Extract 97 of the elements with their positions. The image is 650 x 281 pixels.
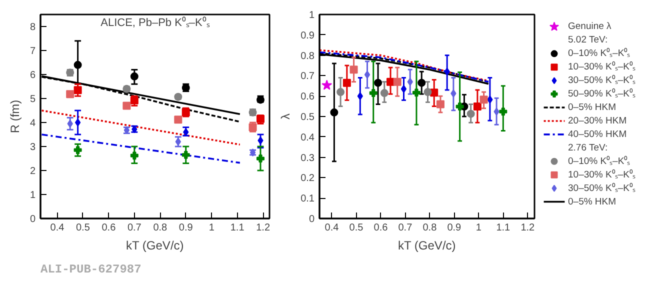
point bbox=[74, 118, 81, 126]
x-tick-label: 0.9 bbox=[447, 222, 462, 234]
x-tick-label: 1.1 bbox=[230, 222, 245, 234]
x-tick-label: 0.6 bbox=[102, 222, 116, 234]
y-tick-label: 0 bbox=[308, 214, 315, 225]
y-tick-label: 3 bbox=[30, 142, 36, 153]
point bbox=[400, 84, 407, 93]
y-tick-label: 0.1 bbox=[300, 194, 315, 205]
point bbox=[258, 136, 264, 144]
point bbox=[473, 102, 482, 111]
y-tick-label: 0.4 bbox=[300, 132, 315, 144]
legend-label: Genuine λ bbox=[568, 21, 612, 32]
x-tick-label: 1.2 bbox=[520, 222, 536, 234]
point bbox=[418, 78, 426, 87]
point bbox=[480, 96, 488, 104]
point bbox=[130, 96, 138, 104]
point bbox=[74, 86, 82, 94]
point bbox=[182, 150, 190, 159]
legend-label: 30–50% K⁰ₛ–K⁰ₛ bbox=[568, 74, 636, 86]
y-axis-title: λ bbox=[278, 114, 293, 120]
legend-label: 0–10% K⁰ₛ–K⁰ₛ bbox=[568, 154, 630, 167]
x-tick-label: 1.2 bbox=[256, 222, 270, 234]
legend-label: 50–90% K⁰ₛ–K⁰ₛ bbox=[568, 88, 636, 100]
point bbox=[66, 90, 74, 98]
point bbox=[122, 102, 131, 110]
point bbox=[487, 96, 493, 104]
text: 2.76 TeV: bbox=[568, 142, 608, 154]
x-tick-label: 0.8 bbox=[422, 222, 438, 234]
legend-label: 0–5% HKM bbox=[568, 196, 616, 208]
point bbox=[494, 108, 500, 116]
text: 5.02 TeV: bbox=[568, 34, 608, 46]
point bbox=[74, 60, 82, 69]
point bbox=[393, 78, 402, 86]
point bbox=[74, 146, 82, 154]
point bbox=[380, 89, 388, 98]
point bbox=[357, 92, 363, 100]
y-tick-label: 0 bbox=[30, 214, 36, 225]
point bbox=[466, 110, 475, 118]
point bbox=[174, 116, 182, 124]
point bbox=[322, 80, 332, 90]
point bbox=[412, 88, 420, 97]
point bbox=[369, 89, 378, 98]
x-tick-label: 0.6 bbox=[374, 222, 388, 234]
point bbox=[350, 66, 358, 74]
annotation: ALICE, Pb–Pb K⁰ₛ–K⁰ₛ bbox=[100, 16, 210, 29]
x-axis-title: kT (GeV/c) bbox=[126, 238, 184, 252]
y-tick-label: 1 bbox=[30, 190, 36, 201]
point bbox=[444, 68, 450, 76]
x-tick-label: 0.7 bbox=[398, 222, 413, 234]
y-tick-label: 0.5 bbox=[300, 112, 315, 123]
point bbox=[407, 78, 413, 86]
x-tick-label: 1 bbox=[476, 222, 482, 234]
legend-label: 10–30% K⁰ₛ–K⁰ₛ bbox=[568, 60, 636, 73]
y-axis-title: R (fm) bbox=[8, 100, 22, 134]
point bbox=[436, 100, 444, 108]
y-tick-label: 0.8 bbox=[300, 50, 315, 62]
x-tick-label: 0.4 bbox=[50, 222, 65, 234]
x-tick-label: 1.1 bbox=[496, 222, 511, 234]
y-tick-label: 4 bbox=[30, 118, 36, 129]
x-tick-label: 0.4 bbox=[324, 222, 340, 234]
y-tick-label: 0.6 bbox=[300, 92, 315, 103]
text: ALI-PUB-627987 bbox=[40, 262, 142, 276]
point bbox=[130, 72, 138, 80]
point bbox=[456, 102, 464, 111]
y-tick-label: 0.9 bbox=[300, 30, 315, 42]
legend-label: 30–50% K⁰ₛ–K⁰ₛ bbox=[568, 182, 636, 194]
point bbox=[256, 154, 264, 162]
point bbox=[450, 89, 456, 98]
legend-label: 10–30% K⁰ₛ–K⁰ₛ bbox=[568, 168, 636, 180]
y-tick-label: 8 bbox=[30, 22, 36, 33]
point bbox=[424, 88, 432, 96]
y-tick-label: 1 bbox=[308, 10, 315, 21]
y-tick-label: 6 bbox=[30, 70, 36, 81]
legend-label: 40–50% HKM bbox=[568, 128, 627, 140]
x-tick-label: 0.5 bbox=[76, 222, 90, 234]
legend-label: 0–10% K⁰ₛ–K⁰ₛ bbox=[568, 47, 630, 60]
x-tick-label: 0.7 bbox=[127, 222, 142, 234]
point bbox=[336, 88, 345, 96]
point bbox=[342, 78, 351, 87]
y-tick-label: 7 bbox=[30, 46, 36, 57]
x-tick-label: 0.5 bbox=[349, 222, 364, 234]
y-tick-label: 0.2 bbox=[300, 173, 315, 184]
point bbox=[330, 108, 338, 116]
point bbox=[130, 152, 138, 160]
x-tick-label: 1 bbox=[208, 222, 215, 234]
y-tick-label: 2 bbox=[30, 166, 36, 177]
y-tick-label: 0.3 bbox=[300, 152, 315, 164]
point bbox=[374, 78, 382, 87]
x-axis-title: kT (GeV/c) bbox=[398, 238, 456, 252]
legend-label: 0–5% HKM bbox=[568, 102, 616, 114]
x-tick-label: 0.9 bbox=[178, 222, 194, 234]
legend-label: 20–30% HKM bbox=[568, 115, 627, 126]
point bbox=[499, 108, 508, 116]
point bbox=[364, 70, 370, 79]
y-tick-label: 0.7 bbox=[300, 71, 315, 82]
x-tick-label: 0.8 bbox=[153, 222, 168, 234]
y-tick-label: 5 bbox=[30, 94, 36, 105]
